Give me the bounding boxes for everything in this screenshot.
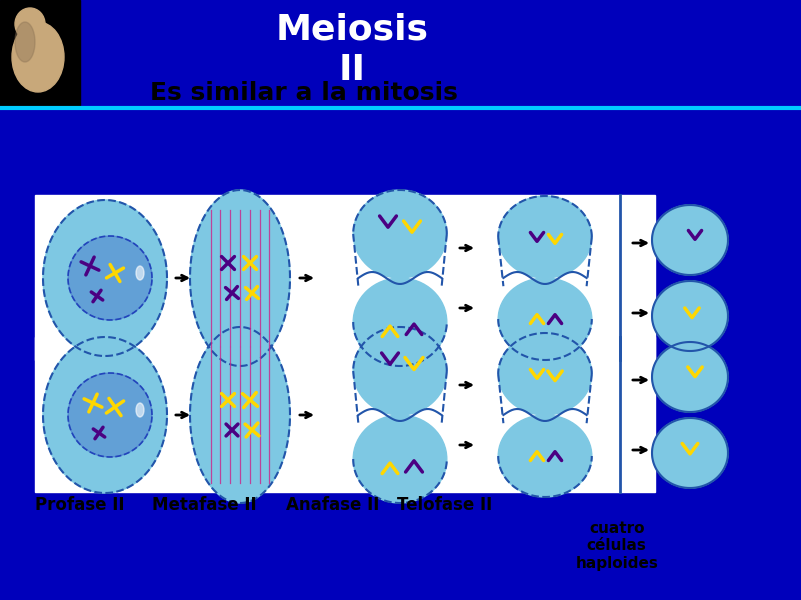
Ellipse shape [190, 327, 290, 503]
Bar [35, 195, 655, 360]
Ellipse shape [136, 403, 144, 417]
Ellipse shape [353, 327, 447, 415]
Ellipse shape [652, 342, 728, 412]
Bar [0, 0, 80, 107]
Ellipse shape [498, 333, 592, 415]
Ellipse shape [498, 415, 592, 497]
Ellipse shape [43, 337, 167, 493]
Ellipse shape [43, 200, 167, 356]
Ellipse shape [353, 190, 447, 278]
Ellipse shape [652, 281, 728, 351]
Ellipse shape [498, 278, 592, 360]
Ellipse shape [136, 266, 144, 280]
Ellipse shape [12, 22, 64, 92]
Text: Metafase II: Metafase II [152, 496, 256, 514]
Text: II: II [339, 53, 366, 87]
Text: Anafase II: Anafase II [286, 496, 379, 514]
Bar [35, 337, 655, 492]
Bar [0, 0, 801, 107]
Ellipse shape [652, 418, 728, 488]
Ellipse shape [353, 415, 447, 503]
Ellipse shape [15, 22, 35, 62]
Ellipse shape [652, 205, 728, 275]
Text: Meiosis: Meiosis [276, 13, 429, 47]
Text: Profase II: Profase II [35, 496, 125, 514]
Text: Es similar a la mitosis: Es similar a la mitosis [151, 81, 458, 105]
Ellipse shape [190, 190, 290, 366]
Ellipse shape [68, 236, 152, 320]
Ellipse shape [353, 278, 447, 366]
Ellipse shape [498, 196, 592, 278]
Text: cuatro
células
haploides: cuatro células haploides [575, 521, 658, 571]
Text: Telofase II: Telofase II [397, 496, 492, 514]
Ellipse shape [15, 8, 45, 40]
Ellipse shape [68, 373, 152, 457]
